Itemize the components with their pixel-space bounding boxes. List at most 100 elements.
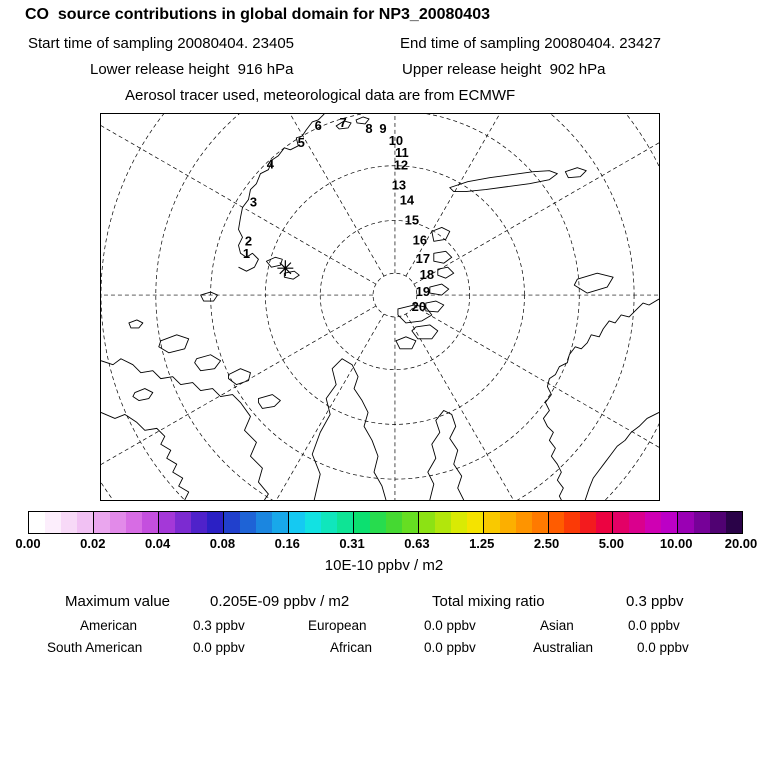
trajectory-point-label: 15 xyxy=(405,212,419,227)
colorbar-segment xyxy=(547,512,565,533)
region-name: European xyxy=(308,618,367,633)
trajectory-point-label: 1 xyxy=(243,246,250,261)
colorbar-segment xyxy=(645,512,662,533)
colorbar-units-label: 10E-10 ppbv / m2 xyxy=(324,557,444,574)
colorbar-tick-label: 1.25 xyxy=(469,536,495,551)
trajectory-point-label: 11 xyxy=(395,145,409,160)
region-value: 0.0 ppbv xyxy=(424,618,476,633)
start-time-text: Start time of sampling 20080404. 23405 xyxy=(28,35,295,52)
release-location-marker xyxy=(277,260,294,277)
colorbar-segment xyxy=(580,512,597,533)
colorbar-tick-label: 0.02 xyxy=(80,536,106,551)
colorbar-tick-label: 0.63 xyxy=(404,536,430,551)
colorbar-segment xyxy=(629,512,646,533)
colorbar-tick-label: 2.50 xyxy=(533,536,560,551)
colorbar-segment xyxy=(109,512,126,533)
region-value: 0.0 ppbv xyxy=(628,618,680,633)
trajectory-point-label: 19 xyxy=(416,284,430,299)
colorbar-segment xyxy=(255,512,272,533)
graticule-meridian xyxy=(405,114,501,277)
total-mixing-ratio-value: 0.3 ppbv xyxy=(626,593,684,610)
region-value: 0.0 ppbv xyxy=(424,640,476,655)
colorbar-segment xyxy=(694,512,711,533)
colorbar-segment xyxy=(434,512,451,533)
colorbar-segment xyxy=(222,512,240,533)
colorbar-segment xyxy=(29,512,45,533)
trajectory-point-label: 8 xyxy=(365,121,372,136)
colorbar-segment xyxy=(44,512,61,533)
colorbar-segment xyxy=(174,512,191,533)
colorbar-segment xyxy=(92,512,110,533)
colorbar-segment xyxy=(531,512,548,533)
upper-release-text: Upper release height 902 hPa xyxy=(402,61,606,78)
colorbar-segment xyxy=(466,512,483,533)
graticule-meridian xyxy=(101,305,377,465)
colorbar-tick-label: 0.08 xyxy=(209,536,236,551)
coastline xyxy=(101,114,659,500)
colorbar-segment xyxy=(710,512,727,533)
colorbar-segment xyxy=(482,512,500,533)
trajectory-point-label: 20 xyxy=(412,299,426,314)
arctic-map: 1 2 3 4 5 6 7 8 9 10 11 12 13 14 15 16 17 18 19 20 xyxy=(100,113,660,501)
region-name: Asian xyxy=(540,618,574,633)
trajectory-point-label: 5 xyxy=(298,135,305,150)
colorbar-segment xyxy=(157,512,175,533)
colorbar-tick-label: 0.00 xyxy=(15,536,41,551)
trajectory-point-label: 13 xyxy=(392,178,406,193)
colorbar-segment xyxy=(190,512,207,533)
graticule-meridian xyxy=(405,313,514,500)
colorbar-segment xyxy=(287,512,305,533)
region-value: 0.3 ppbv xyxy=(193,618,245,633)
colorbar-segment xyxy=(369,512,386,533)
region-name: Australian xyxy=(533,640,594,655)
trajectory-point-label: 16 xyxy=(413,232,427,247)
colorbar-segment xyxy=(726,512,743,533)
graticule-meridian xyxy=(101,125,377,285)
colorbar-segment xyxy=(336,512,353,533)
max-value-label: Maximum value xyxy=(65,593,171,610)
colorbar-tick-label: 0.31 xyxy=(339,536,365,551)
colorbar-tick-label: 20.00 xyxy=(724,536,758,551)
trajectory-point-label: 18 xyxy=(420,267,434,282)
tracer-note: Aerosol tracer used, meteorological data… xyxy=(125,87,516,104)
graticule-meridian xyxy=(413,142,659,285)
graticule-meridian xyxy=(289,114,385,277)
colorbar-segment xyxy=(271,512,288,533)
total-mixing-ratio-label: Total mixing ratio xyxy=(432,593,545,610)
colorbar-tick-label: 0.16 xyxy=(274,536,300,551)
colorbar-tick-label: 0.04 xyxy=(144,536,171,551)
colorbar-tick-label: 5.00 xyxy=(598,536,625,551)
colorbar-segment xyxy=(515,512,532,533)
colorbar-segment xyxy=(125,512,142,533)
colorbar-segment xyxy=(239,512,256,533)
colorbar-segment xyxy=(352,512,370,533)
region-name: African xyxy=(330,640,373,655)
colorbar-segment xyxy=(401,512,418,533)
trajectory-point-label: 17 xyxy=(416,251,430,266)
colorbar-segment xyxy=(206,512,223,533)
colorbar-segment xyxy=(141,512,158,533)
trajectory-point-label: 9 xyxy=(379,121,386,136)
colorbar-segment xyxy=(450,512,467,533)
trajectory-point-label: 14 xyxy=(400,193,415,208)
colorbar-segment xyxy=(385,512,402,533)
trajectory-point-label: 12 xyxy=(394,158,408,173)
region-name: American xyxy=(80,618,138,633)
colorbar-tick-label: 10.00 xyxy=(659,536,693,551)
region-name: South American xyxy=(47,640,143,655)
colorbar-segment xyxy=(304,512,321,533)
trajectory-point-label: 7 xyxy=(340,115,347,130)
graticule xyxy=(101,114,659,500)
colorbar-segment xyxy=(661,512,678,533)
colorbar-segment xyxy=(76,512,93,533)
colorbar-segment xyxy=(612,512,630,533)
colorbar-segment xyxy=(320,512,337,533)
graticule-meridian xyxy=(413,305,659,448)
trajectory-point-label: 4 xyxy=(267,157,275,172)
region-value: 0.0 ppbv xyxy=(637,640,689,655)
graticule-meridian xyxy=(276,313,385,500)
plot-title: CO source contributions in global domain… xyxy=(25,6,490,23)
colorbar-segment xyxy=(60,512,77,533)
region-value: 0.0 ppbv xyxy=(193,640,245,655)
